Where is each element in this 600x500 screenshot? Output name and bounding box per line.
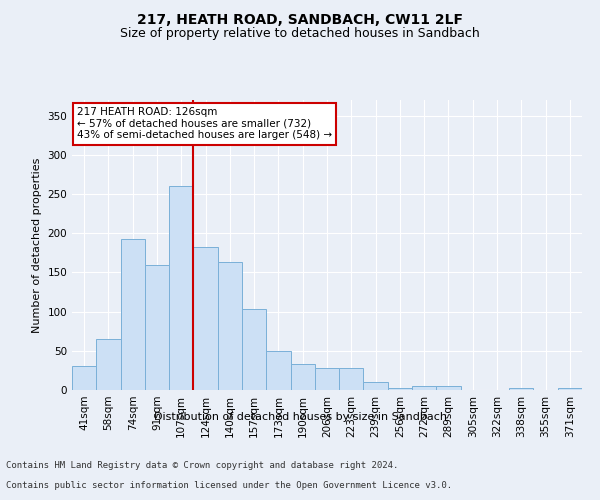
Text: Size of property relative to detached houses in Sandbach: Size of property relative to detached ho… xyxy=(120,28,480,40)
Bar xyxy=(193,246,218,390)
Bar xyxy=(436,386,461,390)
Text: Contains public sector information licensed under the Open Government Licence v3: Contains public sector information licen… xyxy=(6,481,452,490)
Bar xyxy=(96,339,121,390)
Bar xyxy=(72,366,96,390)
Bar xyxy=(509,388,533,390)
Bar xyxy=(242,310,266,390)
Bar xyxy=(315,368,339,390)
Bar xyxy=(169,186,193,390)
Text: 217 HEATH ROAD: 126sqm
← 57% of detached houses are smaller (732)
43% of semi-de: 217 HEATH ROAD: 126sqm ← 57% of detached… xyxy=(77,108,332,140)
Text: Contains HM Land Registry data © Crown copyright and database right 2024.: Contains HM Land Registry data © Crown c… xyxy=(6,461,398,470)
Bar xyxy=(364,382,388,390)
Text: 217, HEATH ROAD, SANDBACH, CW11 2LF: 217, HEATH ROAD, SANDBACH, CW11 2LF xyxy=(137,12,463,26)
Bar xyxy=(412,386,436,390)
Bar xyxy=(558,388,582,390)
Bar xyxy=(290,364,315,390)
Y-axis label: Number of detached properties: Number of detached properties xyxy=(32,158,42,332)
Bar xyxy=(145,264,169,390)
Bar xyxy=(121,238,145,390)
Bar xyxy=(266,351,290,390)
Bar xyxy=(218,262,242,390)
Bar xyxy=(339,368,364,390)
Text: Distribution of detached houses by size in Sandbach: Distribution of detached houses by size … xyxy=(154,412,446,422)
Bar xyxy=(388,388,412,390)
